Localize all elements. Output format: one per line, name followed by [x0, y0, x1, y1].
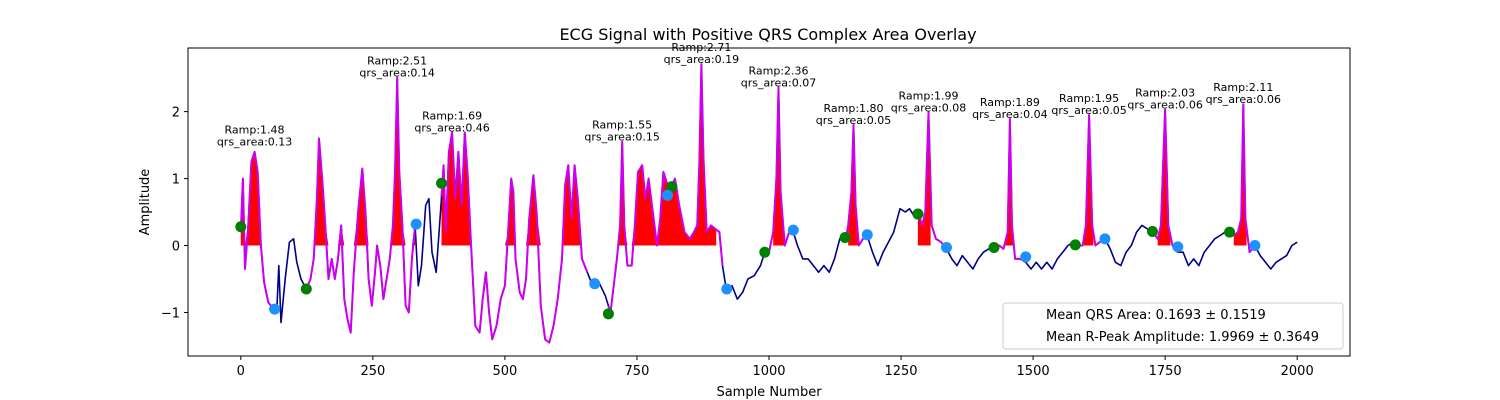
- x-tick-label: 1500: [1017, 364, 1050, 379]
- s-point-marker-1: [269, 303, 281, 315]
- y-tick-label: 1: [172, 173, 180, 188]
- qrs-area-annotation-3: qrs_area:0.46: [414, 121, 489, 134]
- ramp-annotation-11: Ramp:2.03: [1135, 87, 1195, 100]
- plot-area: Ramp:1.48qrs_area:0.13Ramp:2.51qrs_area:…: [217, 41, 1298, 344]
- x-tick-label: 500: [492, 364, 517, 379]
- qrs-area-annotation-9: qrs_area:0.04: [972, 108, 1047, 121]
- y-tick-label: 0: [172, 240, 180, 255]
- ramp-annotation-6: Ramp:2.36: [748, 65, 808, 78]
- qrs-segment-3: [440, 131, 589, 344]
- qrs-segment-9: [993, 118, 1027, 264]
- axis-ticks: 0 250 500 750 1000 1250 1500 1750 2000 −1 0 1 2: [161, 106, 1314, 379]
- ramp-annotation-2: Ramp:2.51: [367, 54, 427, 67]
- y-axis-label: Amplitude: [138, 169, 153, 236]
- q-point-marker-11: [1146, 225, 1158, 237]
- s-point-marker-8: [940, 242, 952, 254]
- qrs-area-annotation-5: qrs_area:0.19: [664, 53, 739, 66]
- x-tick-label: 1750: [1149, 364, 1182, 379]
- x-axis-label: Sample Number: [716, 385, 822, 400]
- qrs-segment-8: [916, 111, 948, 250]
- x-tick-label: 750: [625, 364, 650, 379]
- q-point-marker-2: [300, 283, 312, 295]
- s-point-marker-11: [1172, 241, 1184, 253]
- chart-title: ECG Signal with Positive QRS Complex Are…: [559, 25, 976, 44]
- legend-entry-mean-qrs-area: Mean QRS Area: 0.1693 ± 0.1519: [1046, 308, 1266, 323]
- x-tick-label: 2000: [1281, 364, 1314, 379]
- qrs-segment-12: [1228, 103, 1256, 254]
- q-point-marker-6: [759, 246, 771, 258]
- ramp-annotation-12: Ramp:2.11: [1213, 81, 1273, 94]
- qrs-area-fill-6: [848, 125, 860, 246]
- s-point-marker-7: [861, 229, 873, 241]
- q-point-marker-5: [666, 181, 678, 193]
- x-tick-label: 1250: [884, 364, 917, 379]
- qrs-segment-6: [764, 86, 794, 254]
- qrs-area-annotation-4: qrs_area:0.15: [584, 131, 659, 144]
- qrs-area-fill-4: [619, 64, 717, 246]
- qrs-area-fill-1: [240, 151, 262, 246]
- ramp-annotation-4: Ramp:1.55: [592, 119, 652, 132]
- qrs-area-annotation-2: qrs_area:0.14: [359, 66, 434, 79]
- ramp-annotation-1: Ramp:1.48: [225, 123, 285, 136]
- qrs-segment-7: [844, 124, 868, 247]
- s-point-marker-12: [1249, 240, 1261, 252]
- qrs-area-annotation-12: qrs_area:0.06: [1206, 93, 1281, 106]
- ramp-annotation-7: Ramp:1.80: [823, 102, 883, 115]
- y-tick-label: −1: [161, 306, 180, 321]
- qrs-area-fill-5: [773, 87, 785, 246]
- qrs-segment-2: [305, 76, 417, 334]
- s-point-marker-2: [410, 218, 422, 230]
- legend: Mean QRS Area: 0.1693 ± 0.1519 Mean R-Pe…: [1002, 302, 1344, 350]
- q-point-marker-8: [912, 208, 924, 220]
- ramp-annotation-3: Ramp:1.69: [422, 109, 482, 122]
- qrs-area-annotation-8: qrs_area:0.08: [891, 101, 966, 114]
- q-point-marker-3: [436, 177, 448, 189]
- q-point-marker-4: [602, 308, 614, 320]
- qrs-area-annotation-10: qrs_area:0.05: [1051, 104, 1126, 117]
- q-point-marker-7: [839, 231, 851, 243]
- qrs-area-annotation-7: qrs_area:0.05: [816, 114, 891, 127]
- q-point-marker-1: [235, 221, 247, 233]
- ramp-annotation-8: Ramp:1.99: [898, 89, 958, 102]
- y-tick-label: 2: [172, 106, 180, 121]
- s-point-marker-10: [1099, 233, 1111, 245]
- s-point-marker-5: [721, 283, 733, 295]
- ramp-annotation-9: Ramp:1.89: [980, 96, 1040, 109]
- q-point-marker-9: [988, 242, 1000, 254]
- qrs-area-fill-7: [917, 112, 931, 246]
- x-tick-label: 1000: [752, 364, 785, 379]
- legend-box: [1002, 302, 1344, 350]
- qrs-segment-4: [607, 140, 669, 314]
- qrs-segment-5: [670, 63, 724, 266]
- x-tick-label: 250: [360, 364, 385, 379]
- s-point-marker-4: [662, 189, 674, 201]
- s-point-marker-3: [589, 278, 601, 290]
- qrs-area-annotation-6: qrs_area:0.07: [741, 77, 816, 90]
- q-point-marker-10: [1069, 239, 1081, 251]
- ramp-annotation-10: Ramp:1.95: [1059, 92, 1119, 105]
- legend-entry-mean-r-peak-amplitude: Mean R-Peak Amplitude: 1.9969 ± 0.3649: [1046, 330, 1319, 345]
- x-tick-label: 0: [237, 364, 245, 379]
- qrs-segment-1: [239, 150, 278, 314]
- q-point-marker-12: [1224, 226, 1236, 238]
- s-point-marker-9: [1020, 251, 1032, 263]
- s-point-marker-6: [787, 224, 799, 236]
- qrs-area-annotation-1: qrs_area:0.13: [217, 135, 292, 148]
- qrs-area-annotation-11: qrs_area:0.06: [1127, 99, 1202, 112]
